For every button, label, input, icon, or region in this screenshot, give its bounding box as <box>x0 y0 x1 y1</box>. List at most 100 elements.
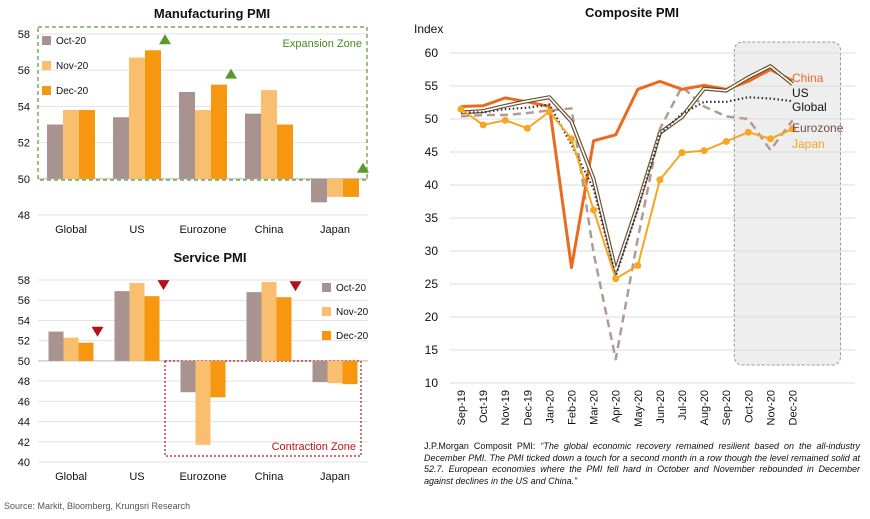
y-tick-label: 45 <box>425 145 439 159</box>
y-axis-label: Index <box>414 22 443 36</box>
bar-oct20 <box>311 178 327 203</box>
y-tick-label: 20 <box>425 310 439 324</box>
legend-swatch <box>42 86 51 95</box>
line-global <box>461 96 793 278</box>
category-label: China <box>255 471 285 483</box>
bar-nov20 <box>327 360 343 384</box>
zone-label: Expansion Zone <box>283 38 363 50</box>
x-tick-label: Sep-19 <box>456 390 468 425</box>
y-tick-label: 56 <box>18 295 30 307</box>
y-tick-label: 58 <box>18 29 30 41</box>
point-japan <box>722 137 730 145</box>
down-arrow-icon <box>91 326 104 337</box>
y-tick-label: 60 <box>425 46 439 60</box>
bar-oct20 <box>113 117 129 179</box>
x-tick-label: Dec-19 <box>522 390 534 425</box>
category-label: Global <box>55 471 87 483</box>
legend-label: Oct-20 <box>336 283 366 294</box>
bar-nov20 <box>261 90 277 179</box>
category-label: US <box>129 224 144 236</box>
legend-swatch <box>322 331 331 340</box>
x-tick-label: Nov-19 <box>500 390 512 425</box>
zone-box <box>37 26 368 181</box>
bar-dec20 <box>79 110 95 179</box>
y-tick-label: 50 <box>18 174 30 186</box>
bar-nov20 <box>195 360 211 445</box>
bar-oct20 <box>48 331 64 361</box>
bar-nov20 <box>327 178 343 197</box>
bar-dec20 <box>78 342 94 361</box>
bar-oct20 <box>245 113 261 179</box>
legend-swatch <box>42 36 51 45</box>
bar-nov20 <box>195 110 211 179</box>
category-label: Global <box>55 224 87 236</box>
line-japan <box>460 108 793 280</box>
legend-swatch <box>42 61 51 70</box>
down-arrow-icon <box>289 281 302 292</box>
y-tick-label: 54 <box>18 315 30 327</box>
y-tick-label: 40 <box>18 457 30 469</box>
up-arrow-icon <box>159 34 171 45</box>
y-tick-label: 55 <box>425 79 439 93</box>
note-quote: “The global economic recovery remained r… <box>424 441 861 486</box>
y-tick-label: 44 <box>18 417 30 429</box>
bar-dec20 <box>144 296 160 361</box>
bar-dec20 <box>343 178 359 197</box>
bar-nov20 <box>63 337 79 361</box>
point-japan <box>656 176 664 184</box>
y-tick-label: 48 <box>18 376 30 388</box>
point-japan <box>789 125 796 133</box>
x-tick-label: Oct-19 <box>478 390 490 423</box>
chart-title: Composite PMI <box>585 5 679 20</box>
x-tick-label: Dec-20 <box>788 390 800 425</box>
bar-nov20 <box>129 283 145 361</box>
y-tick-label: 52 <box>18 336 30 348</box>
zone-label: Contraction Zone <box>272 441 356 453</box>
note-lead: J.P.Morgan Composit PMI: <box>424 441 541 451</box>
legend-label: Dec-20 <box>336 331 369 342</box>
legend-label: Dec-20 <box>56 86 89 97</box>
bar-dec20 <box>210 360 226 398</box>
bar-oct20 <box>246 292 262 361</box>
y-tick-label: 46 <box>18 396 30 408</box>
y-tick-label: 10 <box>425 376 439 390</box>
x-tick-label: Aug-20 <box>699 390 711 425</box>
x-tick-label: Mar-20 <box>589 390 601 425</box>
point-japan <box>744 128 752 136</box>
manufacturing-pmi-chart: Manufacturing PMI Expansion Zone 48 50 52 5… <box>18 6 369 236</box>
x-tick-label: Jan-20 <box>544 390 556 424</box>
category-label: Eurozone <box>179 224 226 236</box>
bar-dec20 <box>276 297 292 361</box>
x-tick-label: May-20 <box>633 390 645 427</box>
x-tick-label: Nov-20 <box>765 390 777 425</box>
up-arrow-icon <box>225 68 237 79</box>
point-japan <box>457 105 465 113</box>
bar-nov20 <box>63 110 79 179</box>
point-japan <box>634 262 642 270</box>
y-tick-label: 52 <box>18 138 30 150</box>
bar-dec20 <box>145 50 161 179</box>
category-label: US <box>129 471 144 483</box>
chart-title: Service PMI <box>174 250 247 265</box>
composite-pmi-chart: Composite PMI Index 10 15 20 25 30 35 40 45 50 55… <box>414 5 855 427</box>
category-label: China <box>255 224 285 236</box>
bar-dec20 <box>211 84 227 179</box>
bar-oct20 <box>47 124 63 179</box>
series-label: Eurozone <box>792 121 844 135</box>
point-japan <box>612 275 620 283</box>
point-japan <box>523 124 531 132</box>
point-japan <box>766 135 774 143</box>
point-japan <box>545 108 553 116</box>
y-tick-label: 35 <box>425 211 439 225</box>
y-tick-label: 50 <box>18 356 30 368</box>
legend-label: Oct-20 <box>56 36 86 47</box>
series-label: Japan <box>792 137 825 151</box>
bar-oct20 <box>179 91 195 179</box>
y-tick-label: 48 <box>18 210 30 222</box>
line-eurozone <box>460 85 794 361</box>
x-tick-label: Sep-20 <box>721 390 733 425</box>
y-tick-label: 42 <box>18 437 30 449</box>
legend-swatch <box>322 307 331 316</box>
point-japan <box>501 116 509 124</box>
y-tick-label: 30 <box>425 244 439 258</box>
